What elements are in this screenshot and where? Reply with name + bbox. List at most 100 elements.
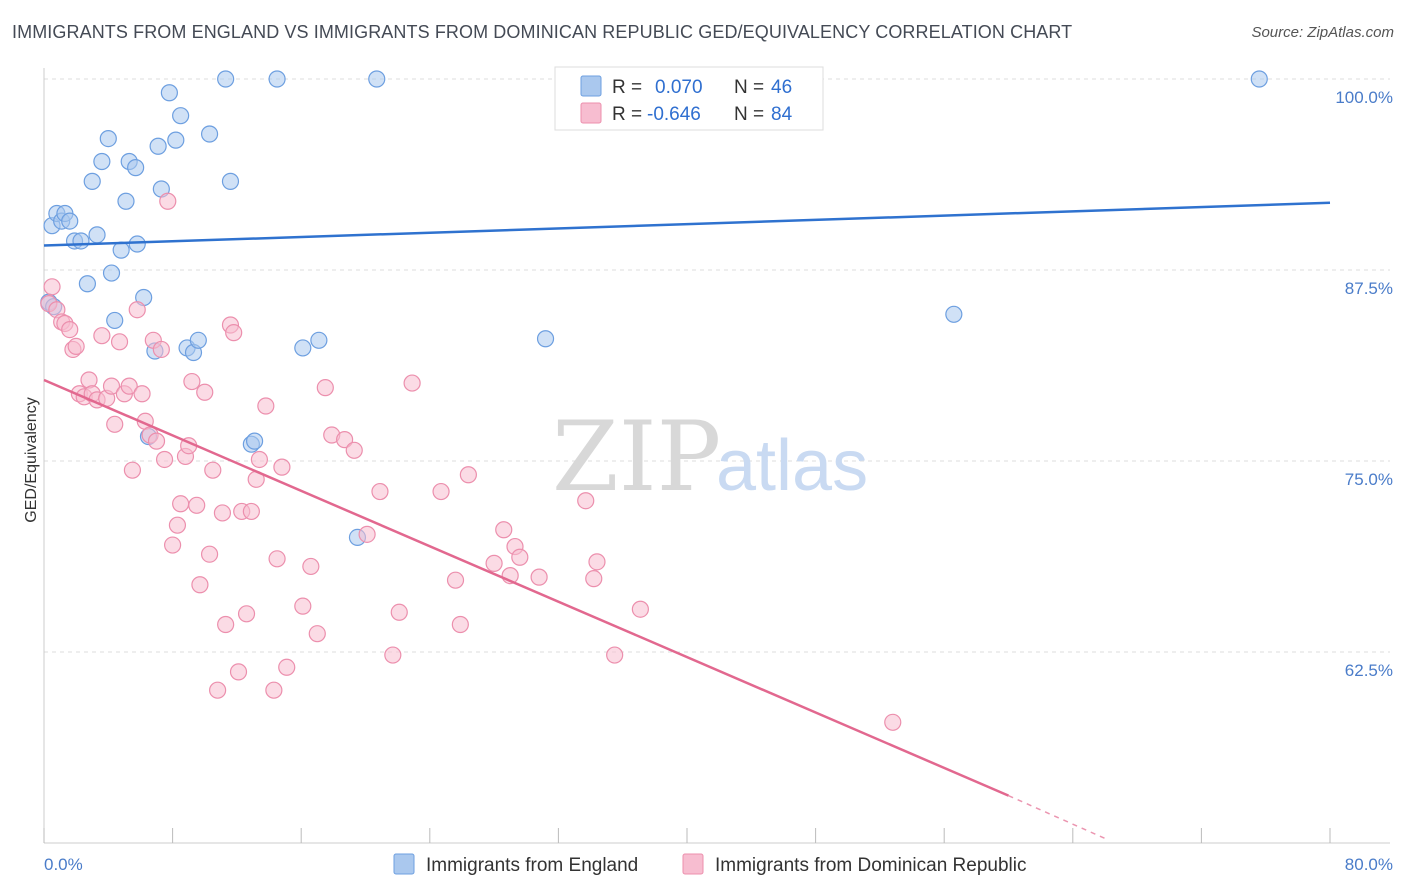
- dominican-point: [229, 663, 248, 681]
- dominican-point: [451, 615, 469, 634]
- dominican-point: [495, 521, 513, 539]
- y-tick-label: 75.0%: [1345, 470, 1393, 489]
- bottom-legend-dominican: Immigrants from Dominican Republic: [715, 855, 1027, 876]
- england-point: [189, 331, 207, 349]
- dominican-point: [102, 377, 121, 395]
- dominican-point: [278, 658, 296, 676]
- dominican-point: [61, 320, 79, 339]
- dominican-trendline-extension: [1008, 794, 1106, 840]
- y-tick-label: 62.5%: [1345, 661, 1393, 680]
- watermark-atlas: atlas: [716, 426, 868, 506]
- england-point: [78, 275, 97, 293]
- x-tick-labels: 0.0% 80.0%: [44, 855, 1393, 874]
- dominican-point: [217, 615, 235, 634]
- england-point: [268, 70, 286, 88]
- top-legend: R = 0.070 N = 46 R = -0.646 N = 84: [554, 66, 824, 131]
- y-tick-label: 100.0%: [1335, 88, 1393, 107]
- dominican-point: [191, 576, 209, 594]
- dominican-point: [152, 340, 170, 359]
- england-point: [310, 331, 328, 349]
- dominican-point: [577, 492, 595, 510]
- bottom-legend-england: Immigrants from England: [426, 855, 638, 876]
- dominican-point: [511, 548, 529, 566]
- legend-swatch-dominican: [580, 102, 602, 124]
- dominican-point: [345, 441, 363, 459]
- dominican-point: [631, 600, 649, 618]
- y-axis-label: GED/Equivalency: [23, 397, 40, 522]
- england-point: [245, 432, 264, 450]
- dominican-point: [242, 502, 260, 521]
- legend-dominican-n-label: N =: [734, 104, 764, 125]
- england-point: [102, 264, 121, 282]
- england-point: [221, 172, 240, 190]
- england-point: [61, 212, 79, 230]
- dominican-point: [204, 461, 222, 479]
- dominican-point: [308, 625, 326, 643]
- dominican-point: [265, 681, 283, 699]
- dominican-point: [93, 327, 111, 345]
- dominican-point: [485, 554, 503, 572]
- dominican-point: [257, 397, 275, 415]
- england-point: [106, 311, 124, 330]
- england-point: [945, 305, 963, 323]
- england-point: [294, 339, 312, 357]
- source-label: Source: ZipAtlas.com: [1251, 24, 1394, 41]
- dominican-point: [302, 557, 320, 576]
- legend-england-n-value: 46: [771, 77, 792, 98]
- dominican-point: [358, 525, 376, 543]
- dominican-series: [40, 192, 902, 731]
- dominican-point: [172, 495, 190, 513]
- dominican-point: [106, 415, 124, 433]
- england-point: [83, 172, 101, 190]
- dominican-point: [168, 516, 187, 534]
- dominican-point: [237, 605, 256, 623]
- england-point: [99, 129, 117, 148]
- dominican-point: [585, 570, 603, 588]
- dominican-point: [459, 466, 477, 484]
- england-point: [217, 70, 235, 88]
- dominican-point: [213, 504, 232, 522]
- watermark-zip: ZIP: [552, 401, 721, 513]
- england-point: [1250, 70, 1268, 88]
- dominican-point: [432, 482, 450, 501]
- england-point: [128, 235, 146, 253]
- legend-swatch-england: [580, 75, 602, 97]
- dominican-point: [128, 301, 146, 319]
- bottom-legend-swatch-england: [393, 853, 415, 875]
- dominican-point: [196, 383, 214, 401]
- dominican-point: [200, 545, 219, 563]
- dominican-point: [147, 432, 166, 450]
- england-trendline: [43, 201, 1331, 247]
- dominican-point: [123, 461, 142, 479]
- england-point: [112, 241, 130, 259]
- dominican-point: [183, 372, 201, 391]
- dominican-point: [446, 571, 465, 589]
- dominican-point: [155, 450, 174, 469]
- legend-england-r-label: R =: [612, 77, 642, 98]
- dominican-point: [336, 431, 354, 449]
- dominican-point: [371, 482, 389, 501]
- dominican-point: [133, 385, 151, 403]
- england-point: [200, 125, 219, 143]
- england-point: [160, 84, 178, 102]
- dominican-point: [588, 553, 606, 571]
- england-point: [167, 131, 185, 149]
- dominican-point: [110, 333, 129, 351]
- dominican-point: [384, 646, 402, 664]
- legend-england-n-label: N =: [734, 77, 764, 98]
- dominican-point: [67, 337, 85, 355]
- dominican-point: [120, 377, 138, 395]
- england-point: [368, 70, 386, 88]
- legend-dominican-r-value: -0.646: [647, 104, 701, 125]
- england-point: [149, 137, 167, 155]
- dominican-point: [43, 278, 61, 296]
- dominican-point: [188, 496, 206, 514]
- legend-dominican-r-label: R =: [612, 104, 642, 125]
- dominican-point: [884, 713, 902, 731]
- england-point: [88, 226, 106, 244]
- chart-title: IMMIGRANTS FROM ENGLAND VS IMMIGRANTS FR…: [12, 22, 1073, 42]
- england-point: [117, 192, 135, 210]
- bottom-legend: Immigrants from England Immigrants from …: [393, 853, 1027, 876]
- england-point: [93, 152, 111, 171]
